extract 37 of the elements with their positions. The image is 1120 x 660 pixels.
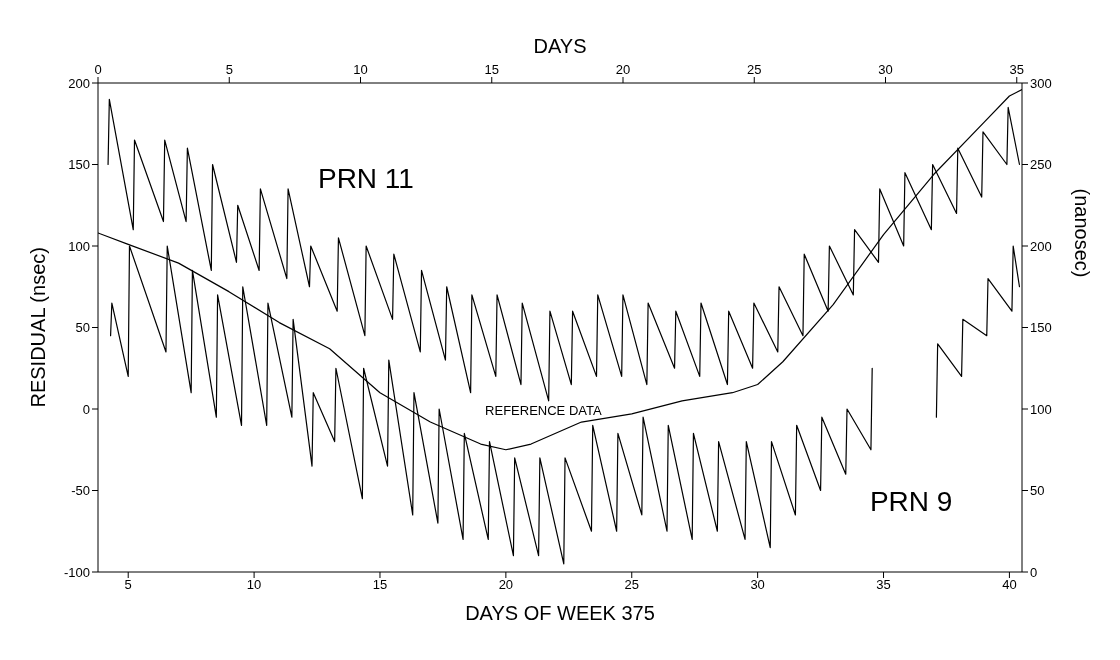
y2-tick-label: 50	[1030, 483, 1045, 499]
annotation: PRN 11	[317, 163, 414, 195]
x2-axis-title: DAYS	[533, 35, 587, 57]
y2-tick-label: 100	[1030, 401, 1052, 417]
x-tick-label: 10	[246, 577, 262, 593]
x2-tick-label: 0	[94, 62, 102, 77]
x2-tick-label: 10	[353, 62, 368, 77]
y-tick-label: -100	[63, 564, 90, 580]
x-tick-label: 15	[372, 577, 388, 593]
x2-tick-label: 5	[225, 62, 233, 77]
y2-tick-label: 250	[1030, 157, 1052, 173]
annotation: PRN 9	[869, 485, 953, 517]
y-tick-label: 150	[68, 157, 90, 173]
annotation: REFERENCE DATA	[485, 403, 602, 419]
y-tick-label: 100	[68, 238, 90, 254]
y-tick-label: 50	[75, 320, 90, 336]
y-tick-label: 0	[82, 401, 90, 417]
y-tick-label: 200	[68, 75, 90, 91]
y-tick-label: -50	[71, 483, 90, 499]
x-tick-label: 30	[750, 577, 765, 593]
x-tick-label: 35	[876, 577, 891, 593]
x2-tick-label: 25	[747, 62, 762, 77]
x-tick-label: 5	[124, 577, 132, 593]
x-tick-label: 20	[498, 577, 514, 593]
y2-axis-title: (nanosec)	[1070, 188, 1093, 278]
x2-tick-label: 20	[615, 62, 631, 77]
x-tick-label: 25	[624, 577, 639, 593]
x-tick-label: 40	[1002, 577, 1017, 593]
x2-tick-label: 35	[1009, 62, 1024, 77]
x2-tick-label: 30	[878, 62, 893, 77]
x2-tick-label: 15	[484, 62, 499, 77]
y2-tick-label: 150	[1030, 320, 1052, 336]
y2-tick-label: 0	[1030, 564, 1038, 580]
x-axis-title: DAYS OF WEEK 375	[465, 602, 655, 624]
y2-tick-label: 200	[1030, 238, 1052, 254]
y-axis-title: RESIDUAL (nsec)	[27, 247, 50, 408]
y2-tick-label: 300	[1030, 75, 1052, 91]
